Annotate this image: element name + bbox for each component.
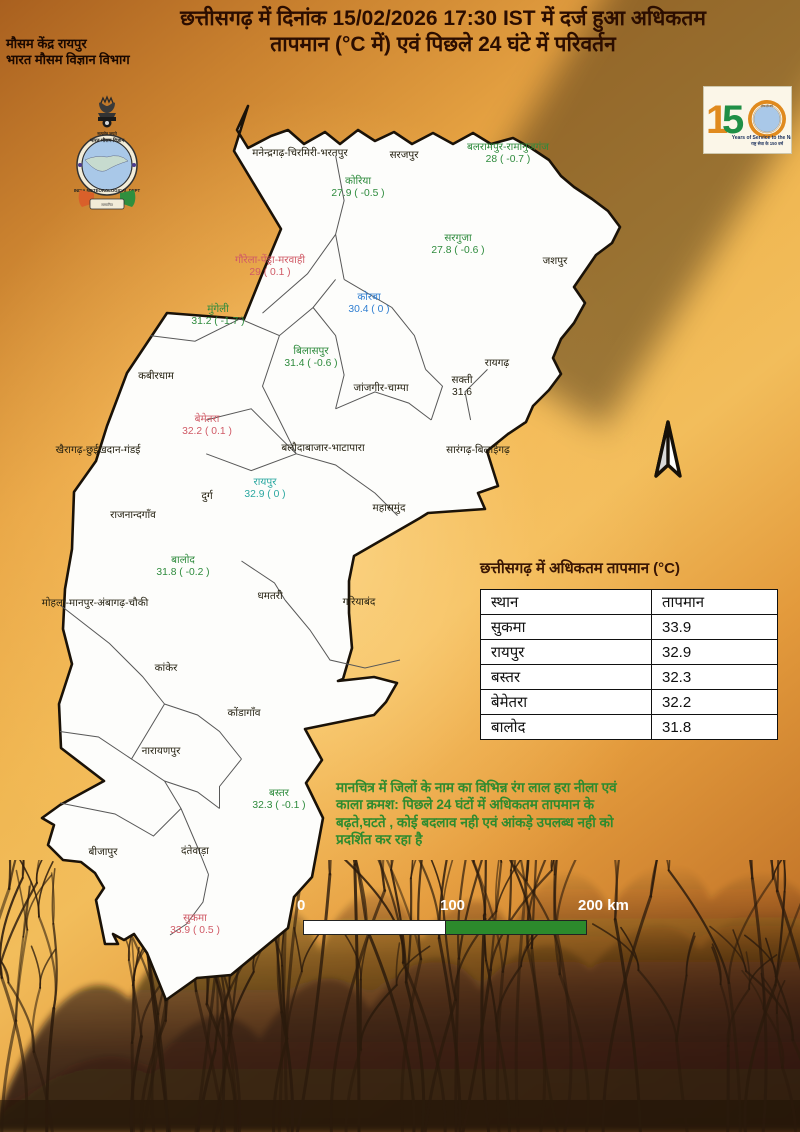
svg-text:भारत मौसम विज्ञान: भारत मौसम विज्ञान (90, 137, 125, 144)
svg-text:सम्मानित: सम्मानित (101, 202, 114, 207)
svg-text:सेवा ही धर्म: सेवा ही धर्म (761, 104, 774, 108)
